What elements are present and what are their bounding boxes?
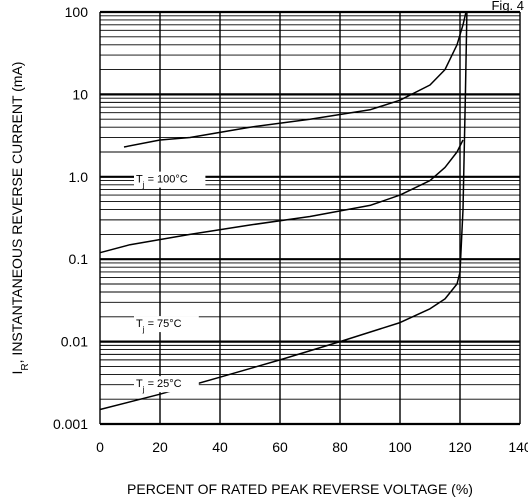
x-tick-label: 20 bbox=[152, 439, 168, 455]
curve-labels: Tj = 100°C Tj = 75°C Tj = 25°C bbox=[134, 171, 206, 394]
grid bbox=[99, 10, 521, 426]
figure-label: Fig. 4 bbox=[491, 0, 524, 13]
x-tick-label: 140 bbox=[508, 439, 528, 455]
x-tick-label: 100 bbox=[388, 439, 412, 455]
series-label-text: Tj = 25°C bbox=[136, 378, 182, 394]
y-tick-label: 0.001 bbox=[53, 416, 88, 432]
x-axis-title: PERCENT OF RATED PEAK REVERSE VOLTAGE (%… bbox=[127, 481, 473, 497]
series-label-text: Tj = 100°C bbox=[136, 174, 188, 190]
x-tick-label: 80 bbox=[332, 439, 348, 455]
series-line-3 bbox=[99, 11, 468, 411]
tick-labels: 0.001 0.01 0.1 1.0 10 100 0 20 40 60 80 100 120 140 bbox=[53, 4, 528, 455]
series-label-1: Tj = 100°C bbox=[134, 171, 206, 190]
series-line-2 bbox=[99, 139, 464, 254]
y-tick-label: 10 bbox=[72, 86, 88, 102]
y-tick-label: 1.0 bbox=[69, 169, 89, 185]
y-tick-label: 0.01 bbox=[61, 334, 88, 350]
series-label-bg bbox=[134, 376, 199, 393]
series-line-1 bbox=[123, 11, 467, 148]
series-label-2: Tj = 75°C bbox=[134, 316, 199, 334]
x-tick-label: 120 bbox=[448, 439, 472, 455]
x-tick-label: 60 bbox=[272, 439, 288, 455]
series-label-text: Tj = 75°C bbox=[136, 318, 182, 334]
x-tick-label: 0 bbox=[96, 439, 104, 455]
y-tick-label: 0.1 bbox=[69, 251, 89, 267]
series-label-bg bbox=[134, 316, 199, 333]
series-label-3: Tj = 25°C bbox=[134, 376, 199, 394]
series-label-bg bbox=[134, 171, 206, 188]
curves bbox=[99, 11, 468, 411]
x-tick-label: 40 bbox=[212, 439, 228, 455]
y-axis-title: IR, INSTANTANEOUS REVERSE CURRENT (mA) bbox=[9, 62, 31, 375]
y-tick-label: 100 bbox=[65, 4, 89, 20]
